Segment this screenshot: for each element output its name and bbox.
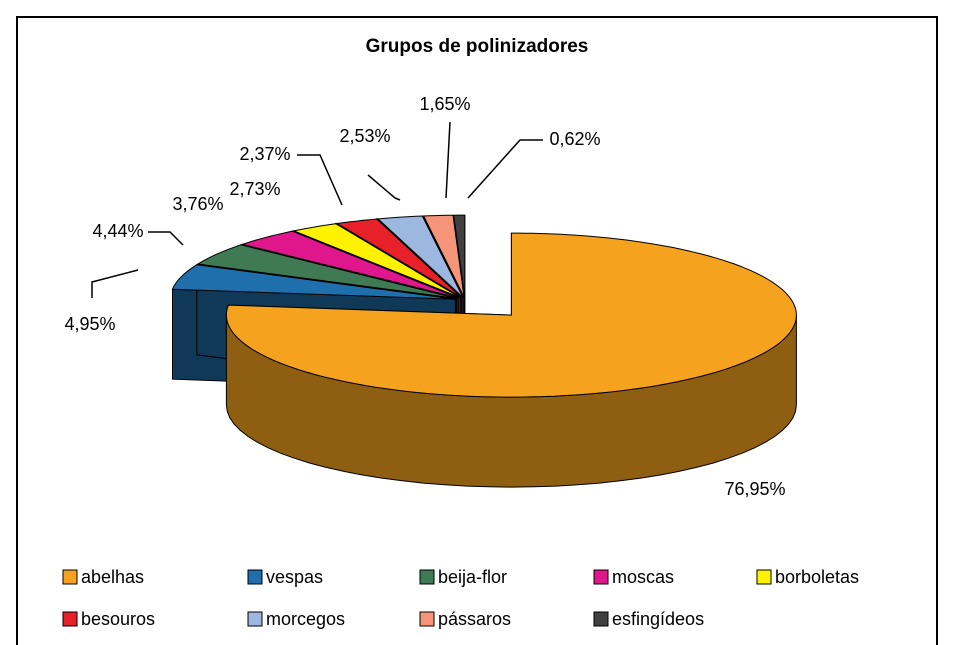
pie <box>171 214 797 488</box>
legend-label: beija-flor <box>438 567 507 587</box>
legend-label: morcegos <box>266 609 345 629</box>
legend-swatch <box>247 611 263 627</box>
legend-label: moscas <box>612 567 674 587</box>
legend-label: vespas <box>266 567 323 587</box>
data-label: 1,65% <box>419 94 470 114</box>
slice <box>422 214 465 298</box>
leader-line <box>467 139 543 199</box>
leader-line <box>297 154 343 206</box>
slice <box>196 244 457 299</box>
leader-line <box>367 174 401 201</box>
leader-line <box>445 121 451 199</box>
legend-swatch <box>593 611 609 627</box>
legend-label: borboletas <box>775 567 859 587</box>
legend-label: besouros <box>81 609 155 629</box>
data-label: 4,44% <box>92 221 143 241</box>
legend-label: pássaros <box>438 609 511 629</box>
leader-line <box>148 231 184 246</box>
data-label: 2,53% <box>339 126 390 146</box>
data-label: 76,95% <box>724 479 785 499</box>
legend-swatch <box>756 569 772 585</box>
slice <box>376 215 464 298</box>
leader-line <box>91 269 139 298</box>
data-label: 0,62% <box>549 129 600 149</box>
slice <box>335 218 462 298</box>
frame <box>16 16 938 645</box>
legend-label: esfingídeos <box>612 609 704 629</box>
data-label: 4,95% <box>64 314 115 334</box>
legend-swatch <box>419 611 435 627</box>
data-label: 3,76% <box>172 194 223 214</box>
legend-swatch <box>419 569 435 585</box>
legend-swatch <box>247 569 263 585</box>
legend-label: abelhas <box>81 567 144 587</box>
slice <box>240 230 459 299</box>
legend-swatch <box>62 569 78 585</box>
legend-swatch <box>62 611 78 627</box>
legend: abelhas vespas beija-flor moscas borboletas b… <box>62 567 859 629</box>
data-label: 2,37% <box>239 144 290 164</box>
slice <box>171 264 456 300</box>
slice <box>292 223 461 298</box>
data-label: 2,73% <box>229 179 280 199</box>
slice <box>453 214 466 298</box>
labels: 76,95% 4,95% 4,44% 3,76% 2,73% 2,37% 2,53% 1,65… <box>64 94 785 499</box>
legend-swatch <box>593 569 609 585</box>
slice <box>225 232 797 398</box>
chart-title: Grupos de polinizadores <box>366 36 589 57</box>
